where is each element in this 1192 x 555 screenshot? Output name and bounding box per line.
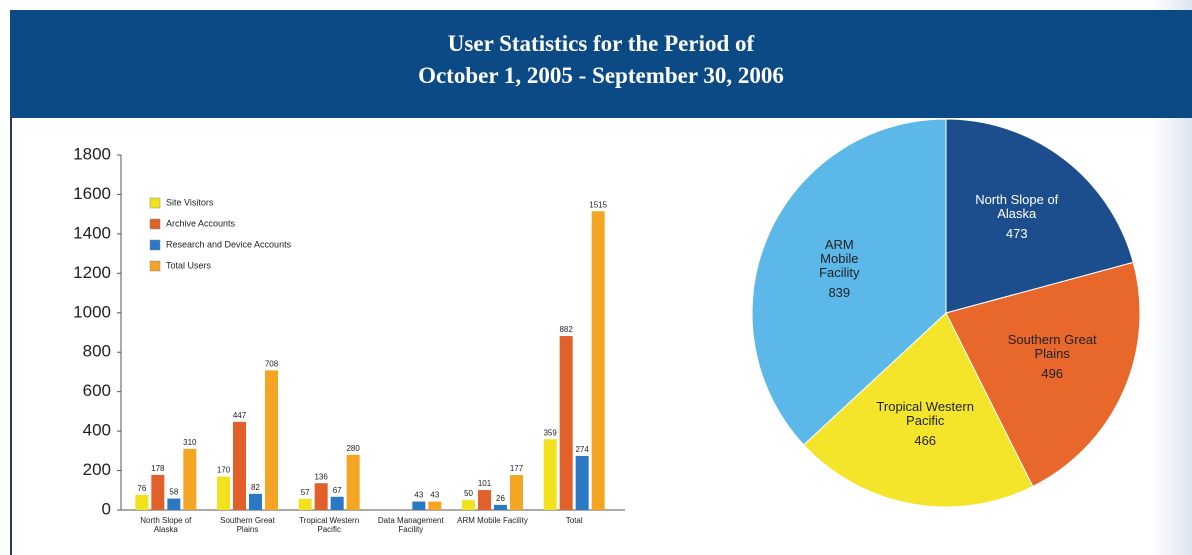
data-label: 43 bbox=[414, 491, 423, 500]
title-line: User Statistics for the Period of bbox=[447, 31, 755, 56]
data-label: 136 bbox=[314, 472, 328, 481]
bar bbox=[249, 493, 262, 510]
y-tick-label: 400 bbox=[83, 421, 111, 440]
bar bbox=[217, 476, 230, 510]
bar bbox=[346, 454, 360, 510]
bar bbox=[412, 501, 426, 510]
data-label: 708 bbox=[265, 359, 279, 368]
bar bbox=[478, 490, 491, 510]
bar bbox=[330, 496, 344, 510]
x-tick-label: North Slope of Alaska bbox=[140, 516, 192, 534]
y-tick-label: 1600 bbox=[73, 184, 111, 203]
bar bbox=[233, 421, 246, 510]
legend-swatch bbox=[149, 260, 161, 272]
data-label: 280 bbox=[346, 444, 360, 453]
y-tick-label: 1400 bbox=[73, 223, 111, 242]
y-tick-label: 200 bbox=[83, 460, 111, 479]
data-label: 447 bbox=[233, 411, 247, 420]
pie-slice bbox=[751, 118, 947, 446]
slice-label: ARM Mobile Facility bbox=[819, 237, 860, 281]
data-label: 170 bbox=[217, 466, 231, 475]
legend-label: Archive Accounts bbox=[166, 218, 236, 228]
data-label: 50 bbox=[464, 489, 473, 498]
bar bbox=[183, 448, 197, 510]
slice-value: 473 bbox=[1005, 225, 1028, 241]
data-label: 1515 bbox=[589, 200, 607, 209]
legend-label: Total Users bbox=[166, 260, 212, 270]
bar bbox=[135, 495, 149, 510]
slice-label: North Slope of Alaska bbox=[975, 191, 1059, 221]
bar bbox=[428, 501, 442, 510]
data-label: 57 bbox=[301, 488, 310, 497]
bar bbox=[265, 370, 278, 510]
data-label: 101 bbox=[478, 479, 492, 488]
banner: User Statistics for the Period of Octobe… bbox=[10, 10, 1192, 118]
x-tick-label: Data Management Facility bbox=[377, 516, 444, 534]
slice-value: 839 bbox=[828, 285, 851, 301]
bar bbox=[510, 475, 523, 510]
bar bbox=[591, 211, 605, 511]
y-tick-label: 600 bbox=[83, 381, 111, 400]
slice-value: 466 bbox=[914, 432, 937, 448]
legend-swatch bbox=[149, 239, 161, 251]
legend-swatch bbox=[149, 197, 161, 209]
x-tick-label: Tropical Western Pacific bbox=[299, 516, 360, 534]
y-tick-label: 800 bbox=[83, 342, 111, 361]
data-label: 76 bbox=[137, 484, 146, 493]
pie-slice bbox=[945, 261, 1141, 488]
data-label: 359 bbox=[543, 428, 557, 437]
bar bbox=[494, 504, 507, 510]
bar bbox=[167, 498, 181, 510]
legend-swatch bbox=[149, 218, 161, 230]
data-label: 882 bbox=[559, 325, 573, 334]
data-label: 177 bbox=[510, 464, 524, 473]
title-line: October 1, 2005 - September 30, 2006 bbox=[418, 63, 784, 88]
x-tick-label: ARM Mobile Facility bbox=[457, 516, 528, 525]
data-label: 274 bbox=[575, 445, 589, 454]
bar bbox=[151, 474, 165, 510]
pie-slice bbox=[945, 118, 1134, 314]
y-tick-label: 1000 bbox=[73, 302, 111, 321]
data-label: 26 bbox=[496, 494, 505, 503]
x-tick-label: Southern Great Plains bbox=[220, 516, 275, 534]
bar bbox=[559, 336, 573, 510]
slice-label: Tropical Western Pacific bbox=[876, 398, 974, 428]
bar bbox=[575, 455, 589, 510]
border bbox=[10, 118, 12, 555]
data-label: 43 bbox=[430, 491, 439, 500]
bar bbox=[462, 500, 475, 510]
y-tick-label: 1200 bbox=[73, 263, 111, 282]
bar bbox=[298, 498, 312, 510]
slice-value: 496 bbox=[1041, 365, 1064, 381]
y-tick-label: 1800 bbox=[73, 144, 111, 163]
bar bbox=[314, 483, 328, 510]
data-label: 58 bbox=[169, 488, 178, 497]
data-label: 82 bbox=[251, 483, 260, 492]
pie-slice bbox=[803, 312, 1034, 508]
bar bbox=[543, 439, 557, 510]
y-tick-label: 0 bbox=[102, 499, 111, 518]
legend-label: Research and Device Accounts bbox=[166, 239, 292, 249]
legend-label: Site Visitors bbox=[166, 197, 214, 207]
data-label: 310 bbox=[183, 438, 197, 447]
data-label: 67 bbox=[333, 486, 342, 495]
data-label: 178 bbox=[151, 464, 165, 473]
x-tick-label: Total bbox=[565, 516, 583, 525]
slice-label: Southern Great Plains bbox=[1007, 331, 1097, 361]
